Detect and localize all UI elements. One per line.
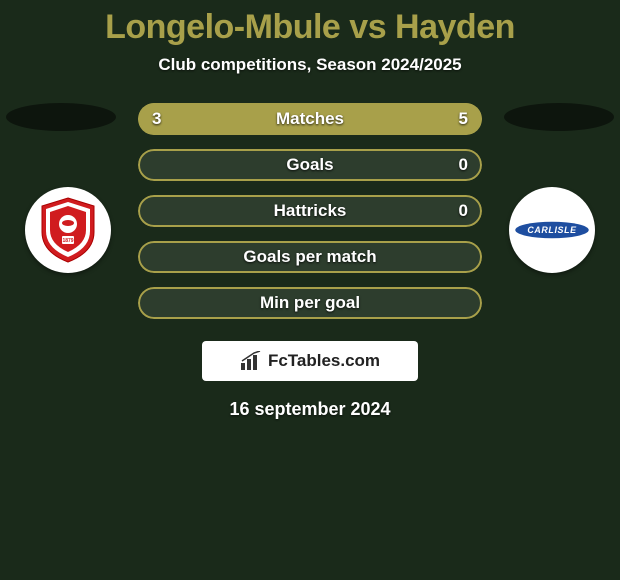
page-title: Longelo-Mbule vs Hayden — [0, 0, 620, 47]
subtitle: Club competitions, Season 2024/2025 — [0, 55, 620, 75]
stat-bar-value-left: 3 — [152, 109, 161, 129]
brand-box: FcTables.com — [202, 341, 418, 381]
stat-bar-label: Hattricks — [138, 201, 482, 221]
stat-bars: Matches35Goals0Hattricks0Goals per match… — [138, 103, 482, 319]
brand-text: FcTables.com — [268, 351, 380, 371]
date-text: 16 september 2024 — [0, 399, 620, 420]
stat-bar-label: Goals per match — [138, 247, 482, 267]
stat-bar-value-right: 5 — [459, 109, 468, 129]
team-badge-right: CARLISLE — [509, 187, 595, 273]
swindon-crest-icon: 1879 — [32, 194, 104, 266]
stat-bar-label: Min per goal — [138, 293, 482, 313]
chart-icon — [240, 351, 262, 371]
stat-bar-label: Goals — [138, 155, 482, 175]
stat-bar-label: Matches — [138, 109, 482, 129]
stat-bar: Goals0 — [138, 149, 482, 181]
player-shadow-right — [504, 103, 614, 131]
stat-bar-value-right: 0 — [459, 155, 468, 175]
stat-bar: Matches3 5 — [138, 103, 482, 135]
carlisle-crest-icon: CARLISLE — [514, 218, 590, 242]
team-badge-left: 1879 — [25, 187, 111, 273]
stat-bar-value-right: 0 — [459, 201, 468, 221]
stat-bar: Hattricks0 — [138, 195, 482, 227]
svg-text:CARLISLE: CARLISLE — [527, 225, 577, 235]
comparison-stage: 1879 CARLISLE Matches35Goals0Hattricks0G… — [0, 103, 620, 319]
svg-text:1879: 1879 — [62, 238, 73, 244]
stat-bar: Goals per match — [138, 241, 482, 273]
player-shadow-left — [6, 103, 116, 131]
stat-bar: Min per goal — [138, 287, 482, 319]
